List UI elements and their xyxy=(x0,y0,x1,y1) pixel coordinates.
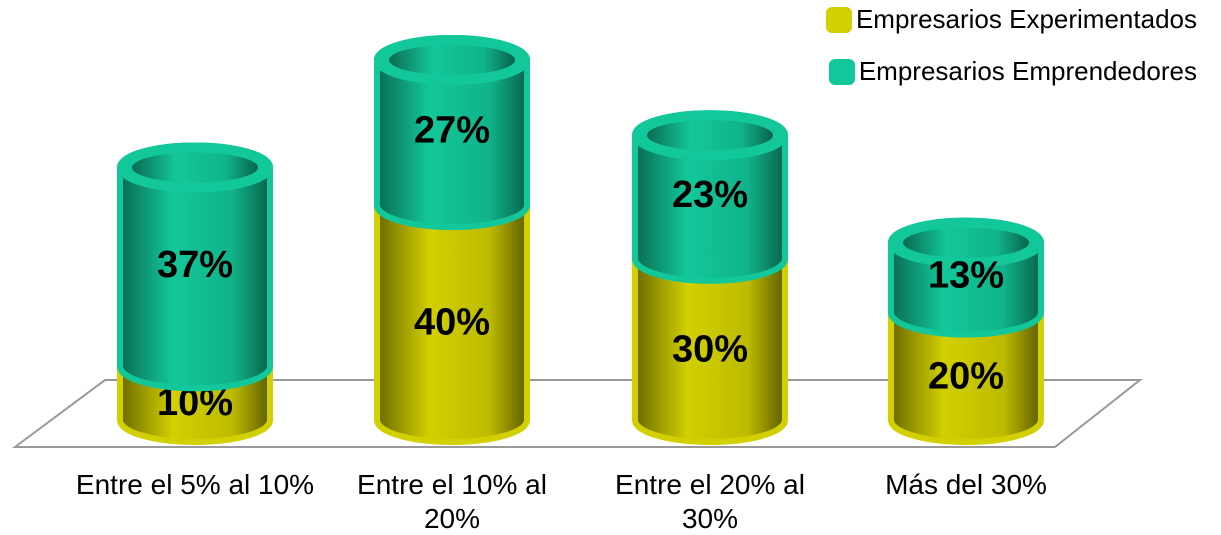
value-label: 40% xyxy=(414,302,490,344)
value-label: 20% xyxy=(928,355,1004,397)
legend-swatch xyxy=(825,6,852,33)
value-label: 13% xyxy=(928,255,1004,297)
cylinder-top-inner xyxy=(647,120,773,151)
legend-swatch xyxy=(828,58,855,85)
value-label: 23% xyxy=(672,174,748,216)
x-tick-label: Más del 30% xyxy=(885,469,1047,500)
floor xyxy=(11,379,1143,448)
cylinder-top-inner xyxy=(389,45,515,75)
value-label: 37% xyxy=(157,244,233,286)
x-tick-label: Entre el 5% al 10% xyxy=(75,469,315,500)
value-label: 30% xyxy=(672,328,748,370)
cylinder-top-inner xyxy=(903,227,1029,258)
cylinder-top-inner xyxy=(132,152,258,183)
x-tick-label: Entre el 10% al 20% xyxy=(357,469,547,534)
legend-label: Empresarios Experimentados xyxy=(855,4,1197,34)
legend-entry: Empresarios Emprendedores xyxy=(828,56,1197,87)
value-label: 27% xyxy=(414,110,490,152)
legend-label: Empresarios Emprendedores xyxy=(858,56,1197,86)
legend-entry: Empresarios Experimentados xyxy=(825,4,1197,35)
x-tick-label: Entre el 20% al 30% xyxy=(615,469,805,534)
